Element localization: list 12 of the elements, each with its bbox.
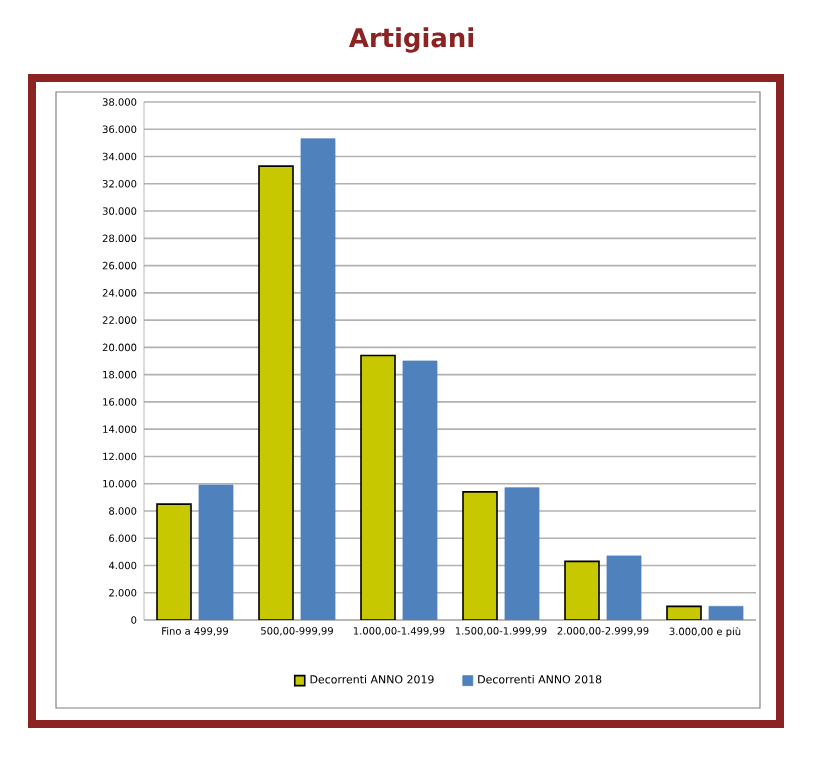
bar bbox=[258, 165, 294, 621]
bar bbox=[402, 360, 438, 621]
bar bbox=[708, 605, 744, 621]
bar bbox=[504, 487, 540, 621]
bar bbox=[606, 555, 642, 621]
bar bbox=[300, 138, 336, 621]
bar bbox=[198, 484, 234, 621]
bar bbox=[564, 560, 600, 621]
bar bbox=[360, 354, 396, 621]
chart-title: Artigiani bbox=[348, 27, 474, 53]
bar bbox=[156, 503, 192, 621]
bar bbox=[462, 491, 498, 621]
